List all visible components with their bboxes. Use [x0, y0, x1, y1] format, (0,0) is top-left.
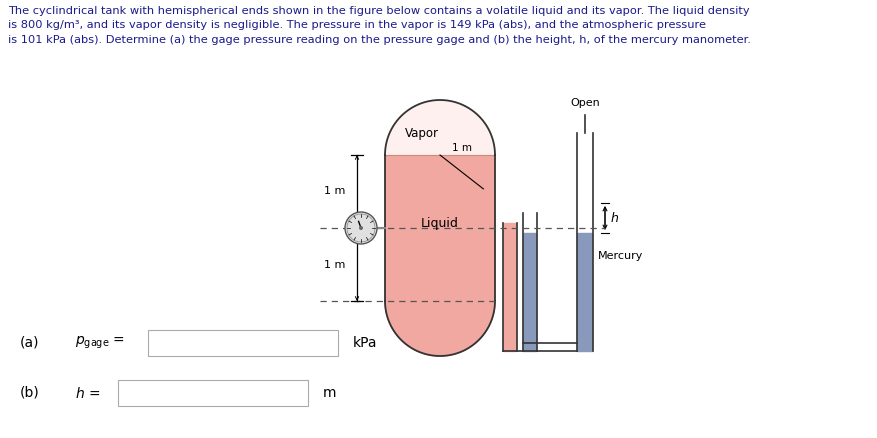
Bar — [148, 330, 338, 356]
Text: 1 m: 1 m — [452, 143, 472, 153]
Text: m: m — [323, 386, 336, 400]
Circle shape — [345, 212, 376, 244]
Text: $p_{\mathregular{gage}}$ =: $p_{\mathregular{gage}}$ = — [75, 335, 125, 351]
Polygon shape — [384, 301, 495, 356]
Text: $h$ =: $h$ = — [75, 385, 100, 400]
Polygon shape — [384, 100, 495, 155]
Text: Open: Open — [569, 98, 599, 108]
Text: The cyclindrical tank with hemispherical ends shown in the figure below contains: The cyclindrical tank with hemispherical… — [8, 6, 750, 45]
Text: 1 m: 1 m — [324, 187, 346, 197]
Text: Mercury: Mercury — [597, 251, 643, 261]
Bar — [384, 155, 495, 301]
Text: 1 m: 1 m — [324, 259, 346, 269]
Text: Liquid: Liquid — [421, 216, 459, 230]
Circle shape — [359, 226, 362, 230]
Text: h: h — [610, 212, 618, 225]
Bar — [118, 380, 308, 406]
Text: (b): (b) — [20, 386, 39, 400]
Text: Vapor: Vapor — [404, 127, 438, 139]
Text: kPa: kPa — [353, 336, 377, 350]
Text: (a): (a) — [20, 336, 39, 350]
